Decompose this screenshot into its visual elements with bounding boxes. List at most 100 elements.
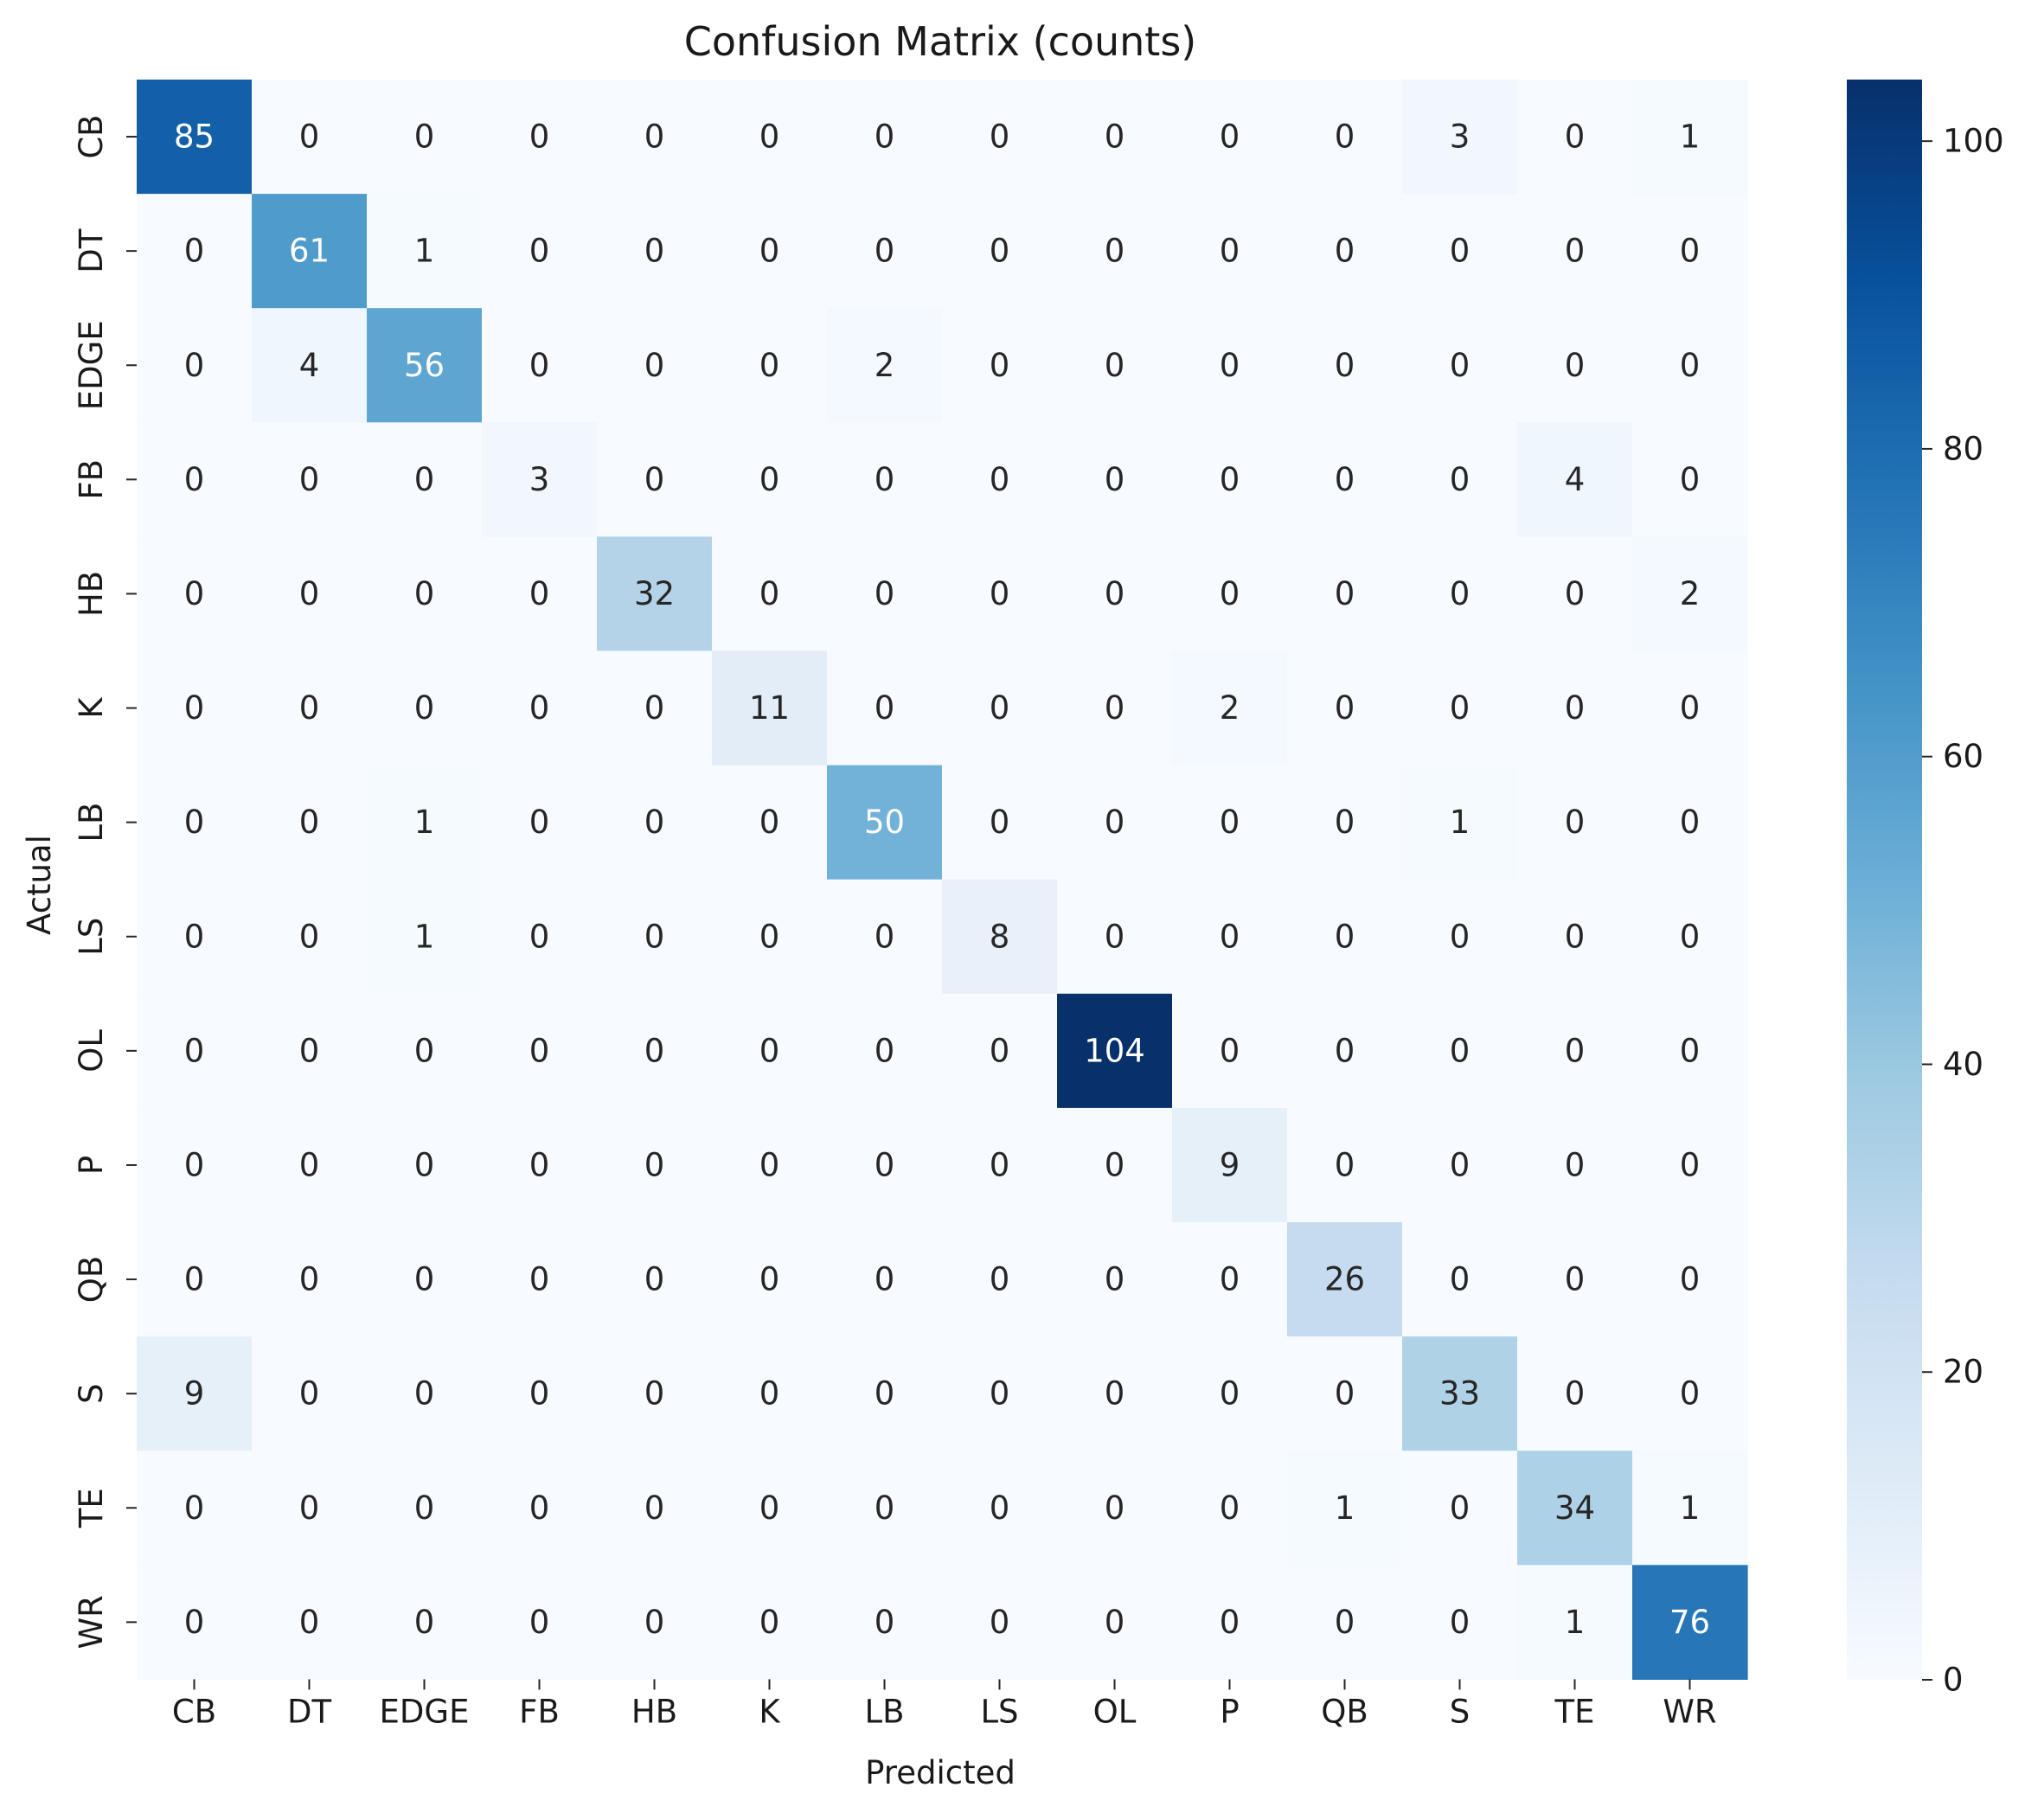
cell-value-label: 0 <box>1335 575 1355 612</box>
y-tick-label: FB <box>73 459 110 500</box>
cell-value-label: 0 <box>1105 1489 1125 1527</box>
cell-value-label: 0 <box>875 1032 895 1069</box>
cell-value-label: 0 <box>299 689 320 727</box>
cell-value-label: 0 <box>1450 689 1471 727</box>
cell-value-label: 0 <box>414 1604 435 1641</box>
cell-value-label: 0 <box>990 804 1010 841</box>
cell-value-label: 4 <box>299 347 320 384</box>
y-tick-label: LB <box>73 803 110 842</box>
cell-value-label: 2 <box>1220 689 1240 727</box>
cell-value-label: 0 <box>299 1146 320 1183</box>
cell-value-label: 0 <box>644 1604 665 1641</box>
cell-value-label: 0 <box>875 119 895 156</box>
cell-value-label: 0 <box>1680 804 1701 841</box>
cell-value-label: 34 <box>1554 1489 1595 1527</box>
y-tick-label: HB <box>73 571 110 617</box>
cell-value-label: 0 <box>644 461 665 498</box>
y-tick-label: TE <box>73 1488 110 1528</box>
cell-value-label: 0 <box>1220 1489 1240 1527</box>
cell-value-label: 0 <box>299 1261 320 1298</box>
cell-value-label: 0 <box>1335 804 1355 841</box>
cell-value-label: 0 <box>1565 347 1586 384</box>
cell-value-label: 0 <box>1105 918 1125 955</box>
heatmap-cells <box>137 80 1748 1680</box>
cell-value-label: 1 <box>414 918 435 955</box>
cell-value-label: 0 <box>990 233 1010 270</box>
cell-value-label: 0 <box>299 461 320 498</box>
cell-value-label: 0 <box>184 804 205 841</box>
x-tick-label: FB <box>519 1693 560 1730</box>
cell-value-label: 0 <box>529 804 550 841</box>
cell-value-label: 0 <box>414 1261 435 1298</box>
cell-value-label: 0 <box>1680 1146 1701 1183</box>
cell-value-label: 0 <box>299 1032 320 1069</box>
cell-value-label: 0 <box>1680 233 1701 270</box>
cell-value-label: 0 <box>990 1375 1010 1413</box>
cell-value-label: 0 <box>1220 119 1240 156</box>
x-tick-label: P <box>1220 1693 1239 1730</box>
cell-value-label: 0 <box>299 918 320 955</box>
cell-value-label: 0 <box>529 233 550 270</box>
cell-value-label: 0 <box>1680 918 1701 955</box>
cell-value-label: 0 <box>299 1375 320 1413</box>
cell-value-label: 0 <box>529 575 550 612</box>
colorbar-tick-label: 20 <box>1943 1354 1983 1391</box>
cell-value-label: 0 <box>875 1604 895 1641</box>
cell-value-label: 0 <box>184 1489 205 1527</box>
cell-value-label: 0 <box>529 1146 550 1183</box>
cell-value-label: 0 <box>529 1032 550 1069</box>
cell-value-label: 50 <box>864 804 905 841</box>
x-tick-label: LS <box>980 1693 1018 1730</box>
cell-value-label: 0 <box>1220 1032 1240 1069</box>
cell-value-label: 0 <box>184 1261 205 1298</box>
cell-value-label: 0 <box>990 461 1010 498</box>
cell-value-label: 0 <box>1335 1146 1355 1183</box>
cell-value-label: 0 <box>644 233 665 270</box>
cell-value-label: 1 <box>1450 804 1471 841</box>
cell-value-label: 0 <box>759 575 780 612</box>
cell-value-label: 0 <box>644 1146 665 1183</box>
cell-value-label: 1 <box>414 804 435 841</box>
colorbar-tick-label: 100 <box>1943 123 2004 160</box>
cell-value-label: 0 <box>1450 575 1471 612</box>
x-tick-label: S <box>1450 1693 1471 1730</box>
cell-value-label: 0 <box>1220 461 1240 498</box>
cell-value-label: 0 <box>1220 1604 1240 1641</box>
cell-value-label: 0 <box>1680 1261 1701 1298</box>
cell-value-label: 0 <box>1450 1146 1471 1183</box>
cell-value-label: 0 <box>644 804 665 841</box>
cell-value-label: 0 <box>644 1261 665 1298</box>
cell-value-label: 0 <box>1450 1604 1471 1641</box>
cell-value-label: 0 <box>990 1604 1010 1641</box>
cell-value-label: 0 <box>1105 804 1125 841</box>
cell-value-label: 0 <box>529 119 550 156</box>
colorbar-tick-label: 60 <box>1943 738 1983 775</box>
cell-value-label: 0 <box>875 1489 895 1527</box>
cell-value-label: 0 <box>875 1146 895 1183</box>
cell-value-label: 0 <box>759 1261 780 1298</box>
cell-value-label: 0 <box>299 575 320 612</box>
cell-value-label: 33 <box>1439 1375 1480 1413</box>
cell-value-label: 0 <box>529 347 550 384</box>
cell-value-label: 1 <box>1680 1489 1701 1527</box>
cell-value-label: 0 <box>1105 1146 1125 1183</box>
cell-value-label: 0 <box>759 1604 780 1641</box>
cell-value-label: 0 <box>644 918 665 955</box>
cell-value-label: 3 <box>1450 119 1471 156</box>
cell-value-label: 85 <box>174 119 215 156</box>
cell-value-label: 0 <box>299 804 320 841</box>
cell-value-label: 76 <box>1669 1604 1710 1641</box>
y-tick-label: LS <box>73 918 110 956</box>
cell-value-label: 0 <box>759 347 780 384</box>
cell-value-label: 0 <box>299 119 320 156</box>
cell-value-label: 0 <box>644 1032 665 1069</box>
y-tick-label: S <box>73 1383 110 1404</box>
cell-value-label: 0 <box>644 119 665 156</box>
cell-value-label: 0 <box>875 689 895 727</box>
cell-value-label: 0 <box>184 1604 205 1641</box>
cell-value-label: 0 <box>1565 1146 1586 1183</box>
colorbar-gradient <box>1847 80 1922 1680</box>
x-tick-label: WR <box>1663 1693 1716 1730</box>
cell-value-label: 0 <box>759 1146 780 1183</box>
colorbar-tick-label: 80 <box>1943 430 1983 467</box>
